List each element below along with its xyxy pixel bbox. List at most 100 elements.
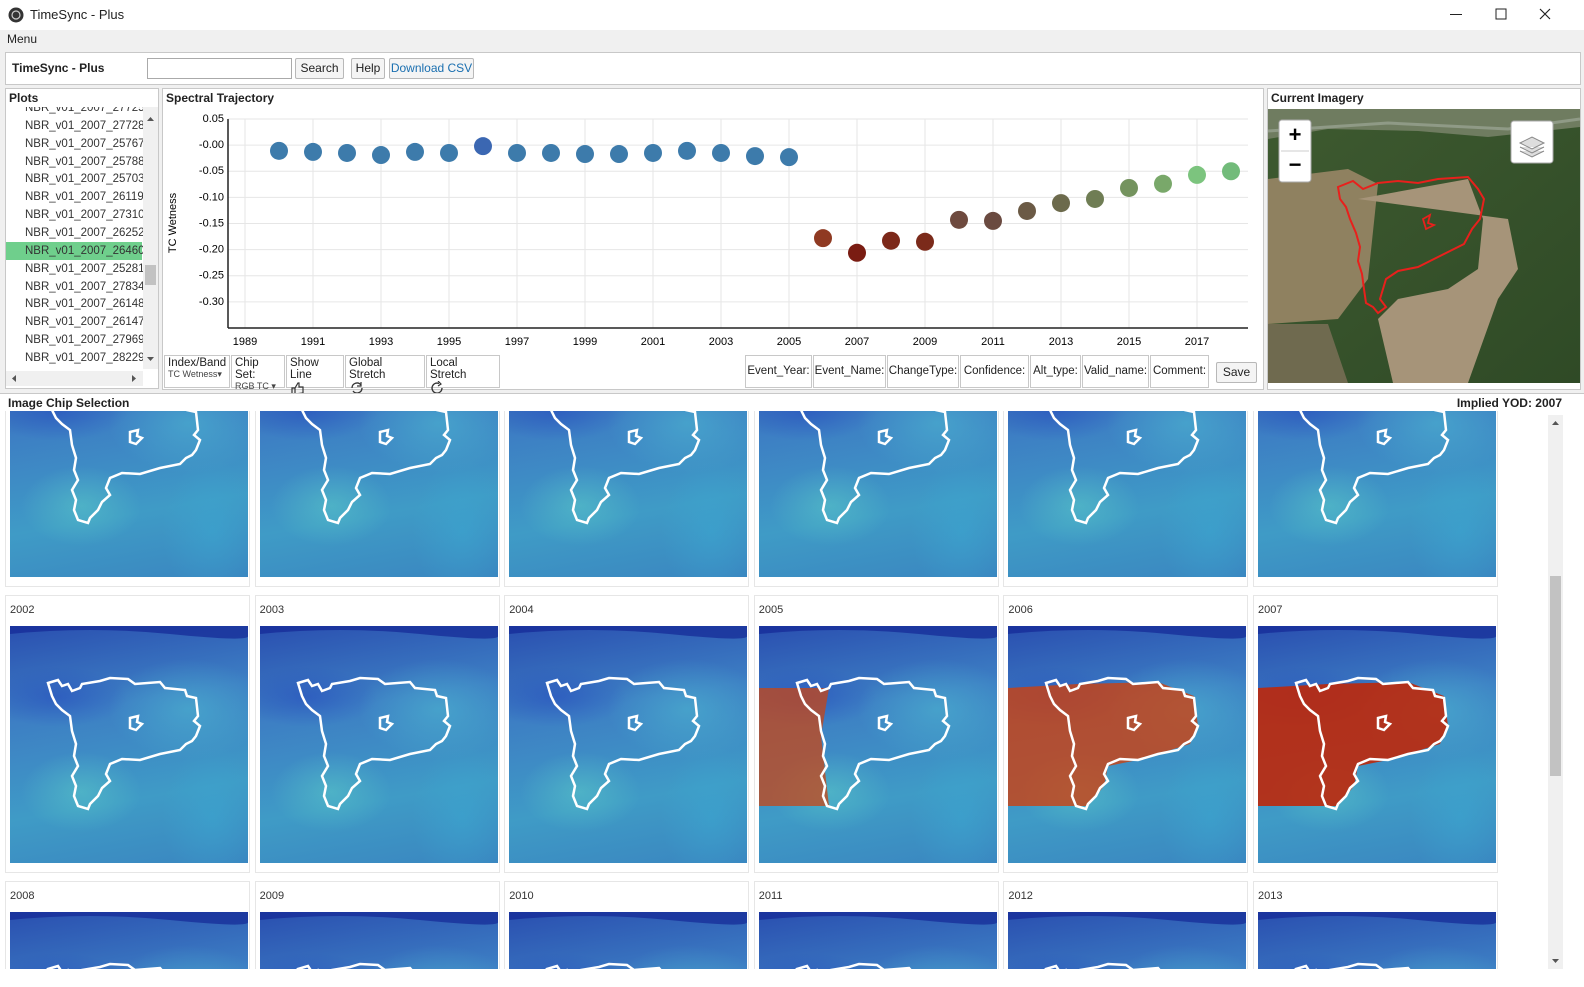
chip-cell[interactable]: 2005 xyxy=(753,595,999,873)
chip-cell[interactable] xyxy=(504,411,750,587)
chip-cell[interactable]: 2004 xyxy=(504,595,750,873)
plot-item[interactable]: NBR_v01_2007_27834 xyxy=(25,280,143,293)
data-point[interactable] xyxy=(610,145,628,164)
data-point[interactable] xyxy=(440,143,458,162)
data-point[interactable] xyxy=(848,243,866,262)
chip-overlay xyxy=(1294,411,1450,525)
data-point[interactable] xyxy=(474,137,492,156)
event-field[interactable]: Event_Name: xyxy=(813,355,886,388)
data-point[interactable] xyxy=(712,143,730,162)
plot-item[interactable]: NBR_v01_2007_27728 xyxy=(25,119,143,132)
data-point[interactable] xyxy=(1086,189,1104,208)
plot-outline xyxy=(1294,411,1450,525)
chip-cell[interactable] xyxy=(1253,411,1498,587)
plot-item[interactable]: NBR_v01_2007_25703 xyxy=(25,173,143,186)
chip-set-control[interactable]: Chip Set: RGB TC ▾ xyxy=(231,355,285,391)
data-point[interactable] xyxy=(644,143,662,162)
plot-item[interactable]: NBR_v01_2007_26148 xyxy=(25,298,143,311)
data-point[interactable] xyxy=(916,232,934,251)
event-field[interactable]: Event_Year: xyxy=(745,355,812,388)
chip-cell[interactable]: 2008 xyxy=(5,881,250,969)
chip-cell[interactable] xyxy=(1003,411,1249,587)
plot-outline xyxy=(795,962,951,969)
chip-cell[interactable]: 2003 xyxy=(254,595,500,873)
dark-band xyxy=(1258,626,1496,639)
data-point[interactable] xyxy=(1154,174,1172,193)
event-field[interactable]: Valid_name: xyxy=(1082,355,1149,388)
v-scrollbar[interactable] xyxy=(1548,415,1563,969)
help-button[interactable]: Help xyxy=(351,58,385,79)
chip-cell[interactable] xyxy=(254,411,500,587)
save-button[interactable]: Save xyxy=(1216,362,1257,383)
data-point[interactable] xyxy=(1188,165,1206,184)
data-point[interactable] xyxy=(746,147,764,166)
scroll-arrows xyxy=(12,375,136,382)
data-point[interactable] xyxy=(372,146,390,165)
chip-cell[interactable]: 2009 xyxy=(254,881,500,969)
menu-item[interactable]: Menu xyxy=(7,32,38,46)
map[interactable]: + − xyxy=(1268,109,1580,383)
chip-cell[interactable]: 2002 xyxy=(5,595,250,873)
zoom-out[interactable]: − xyxy=(1289,152,1302,177)
global-stretch-control[interactable]: Global Stretch xyxy=(345,355,425,394)
data-point[interactable] xyxy=(950,210,968,229)
data-point[interactable] xyxy=(406,142,424,161)
control-label: Local Stretch xyxy=(430,357,467,381)
plot-outline xyxy=(545,962,701,969)
index-band-control[interactable]: Index/Band TC Wetness▾ xyxy=(164,355,230,388)
chip-cell[interactable] xyxy=(5,411,250,587)
chip-cell[interactable]: 2010 xyxy=(504,881,750,969)
event-field[interactable]: ChangeType: xyxy=(887,355,959,388)
plot-item[interactable]: NBR_v01_2007_26147 xyxy=(25,316,143,329)
data-point[interactable] xyxy=(576,145,594,164)
x-tick-label: 1991 xyxy=(301,336,325,348)
data-point[interactable] xyxy=(882,231,900,250)
plot-item[interactable]: NBR_v01_2007_25281 xyxy=(25,262,143,275)
x-tick-label: 2003 xyxy=(709,336,733,348)
chip-cell[interactable] xyxy=(753,411,999,587)
plot-item[interactable]: NBR_v01_2007_27725 xyxy=(25,107,143,114)
x-tick-label: 1989 xyxy=(233,336,257,348)
data-point[interactable] xyxy=(984,211,1002,230)
chip-cell[interactable]: 2013 xyxy=(1253,881,1498,969)
data-point[interactable] xyxy=(508,143,526,162)
chip-cell[interactable]: 2006 xyxy=(1003,595,1249,873)
data-point[interactable] xyxy=(678,141,696,160)
plot-item[interactable]: NBR_v01_2007_27310 xyxy=(25,209,143,222)
event-field[interactable]: Confidence: xyxy=(960,355,1029,388)
plot-item[interactable]: NBR_v01_2007_26119 xyxy=(25,191,143,204)
data-point[interactable] xyxy=(338,143,356,162)
chip-cell[interactable]: 2011 xyxy=(753,881,999,969)
data-point[interactable] xyxy=(1222,162,1240,181)
chip-cell[interactable]: 2012 xyxy=(1003,881,1249,969)
plot-item[interactable]: NBR_v01_2007_25788 xyxy=(25,155,143,168)
data-point[interactable] xyxy=(304,142,322,161)
data-point[interactable] xyxy=(270,141,288,160)
plot-item[interactable]: NBR_v01_2007_28229 xyxy=(25,351,143,364)
event-field[interactable]: Comment: xyxy=(1150,355,1209,388)
data-point[interactable] xyxy=(780,148,798,167)
plot-outline xyxy=(1294,962,1450,969)
v-scrollbar[interactable] xyxy=(143,107,158,369)
zoom-in[interactable]: + xyxy=(1289,122,1302,147)
search-input[interactable] xyxy=(147,58,292,79)
data-point[interactable] xyxy=(1120,178,1138,197)
plot-item[interactable]: NBR_v01_2007_25767 xyxy=(25,137,143,150)
show-line-control[interactable]: Show Line xyxy=(286,355,344,395)
h-scrollbar[interactable] xyxy=(6,371,143,386)
chip-cell[interactable]: 2007 xyxy=(1253,595,1498,873)
event-field[interactable]: Alt_type: xyxy=(1030,355,1081,388)
plot-item[interactable]: NBR_v01_2007_27969 xyxy=(25,334,143,347)
data-point[interactable] xyxy=(1018,201,1036,220)
data-point[interactable] xyxy=(1052,194,1070,213)
chip-overlay xyxy=(1258,626,1496,811)
local-stretch-control[interactable]: Local Stretch xyxy=(426,355,500,394)
dark-band xyxy=(259,626,498,639)
window-controls[interactable] xyxy=(1440,0,1584,30)
plot-item[interactable]: NBR_v01_2007_26460 xyxy=(6,241,143,260)
data-point[interactable] xyxy=(542,143,560,162)
search-button[interactable]: Search xyxy=(295,58,344,79)
data-point[interactable] xyxy=(814,229,832,248)
download-button[interactable]: Download CSV xyxy=(389,58,474,79)
plot-item[interactable]: NBR_v01_2007_26252 xyxy=(25,226,143,239)
